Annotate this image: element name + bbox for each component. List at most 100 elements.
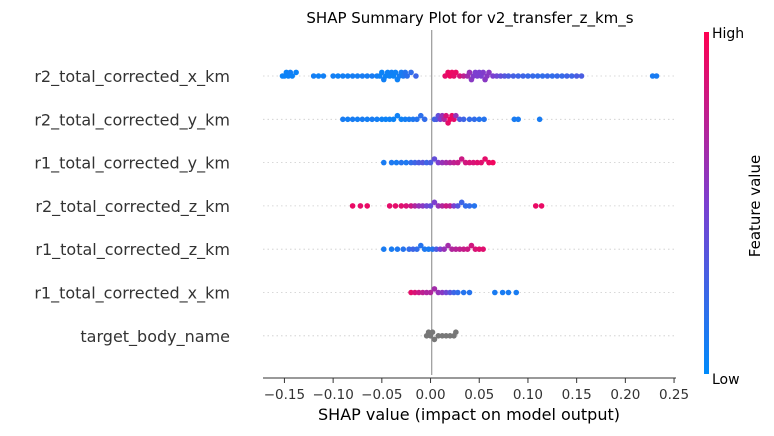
shap-point [466,289,473,296]
shap-point [410,246,416,252]
shap-point [449,246,455,252]
shap-point [416,159,422,166]
x-axis-ticks: −0.15 −0.10 −0.05 0.00 0.05 0.10 0.15 0.20 0.25 [264,378,689,403]
shap-point [410,116,416,123]
shap-point [482,156,488,162]
shap-point [289,73,296,79]
shap-point [390,116,397,123]
feature-label: r2_total_corrected_y_km [34,110,230,130]
shap-point [501,73,508,79]
shap-point [357,203,364,209]
shap-point [511,116,518,123]
shap-point [427,203,434,209]
shap-point [480,246,486,252]
shap-point [340,73,346,79]
shap-point [423,289,430,296]
shap-point [359,116,366,123]
shap-point [441,246,447,252]
shap-point [359,73,366,79]
shap-point [466,116,473,123]
shap-point [470,159,477,166]
shap-point [460,73,467,79]
shap-point [480,69,486,76]
shap-point [530,73,536,79]
shap-point [549,73,556,79]
shap-point [439,203,446,209]
x-tick-label: 0.10 [513,387,543,403]
shap-point [471,203,478,209]
shap-point [394,246,401,252]
shap-point [349,73,356,79]
chart-title: SHAP Summary Plot for v2_transfer_z_km_s [306,9,633,28]
shap-point [515,73,521,79]
x-tick-label: 0.20 [610,387,640,403]
shap-point [476,246,483,252]
shap-point [466,203,473,209]
shap-point [418,112,424,119]
shap-point [374,116,380,123]
x-tick-label: −0.10 [312,387,353,403]
feature-label: target_body_name [80,327,230,347]
shap-point [456,246,463,252]
shap-point [559,73,565,79]
shap-point [416,289,422,296]
shap-point [364,116,371,123]
x-tick-label: 0.00 [416,387,446,403]
shap-point [476,116,483,123]
shap-point [456,116,463,123]
shap-point [536,116,543,123]
shap-point [419,289,426,296]
shap-point [453,112,459,119]
shap-point [493,73,500,79]
shap-point [466,69,473,76]
shap-point [416,203,422,209]
shap-point [554,73,560,79]
shap-point [413,73,419,79]
shap-point [564,73,570,79]
x-tick-label: 0.25 [659,387,689,403]
shap-point [369,73,375,79]
shap-point [539,73,546,79]
shap-point [649,73,656,79]
shap-point [455,289,461,296]
shap-point [406,246,412,252]
shap-point [429,329,436,336]
shap-point [412,289,418,296]
shap-point [408,203,414,209]
shap-point [464,246,471,252]
shap-point [443,289,449,296]
shap-point [423,159,430,166]
shap-point [499,289,506,296]
shap-point [398,116,405,123]
shap-point [513,289,520,296]
shap-point [451,203,457,209]
shap-point [447,203,453,209]
colorbar-title: Feature value [746,155,764,257]
shap-point [403,159,409,166]
shap-point [408,159,414,166]
shap-point [320,73,327,79]
shap-point [414,246,420,252]
shap-point [451,289,457,296]
shap-point [379,69,385,76]
shap-point [431,199,438,206]
shap-point [388,246,395,252]
shap-point [293,69,299,76]
shap-point [532,203,539,209]
shap-point [443,203,449,209]
shap-point [310,73,317,79]
shap-point [505,73,512,79]
shap-point [431,286,438,292]
shap-point [412,159,418,166]
shap-point [419,203,426,209]
shap-point [386,116,393,123]
shap-point [418,242,424,249]
shap-point [394,112,401,119]
feature-label: r1_total_corrected_y_km [34,154,230,174]
shap-point [443,112,449,119]
shap-point [447,333,453,339]
shap-point [364,73,371,79]
shap-point [447,159,453,166]
shap-point [364,203,371,209]
shap-point [462,159,469,166]
